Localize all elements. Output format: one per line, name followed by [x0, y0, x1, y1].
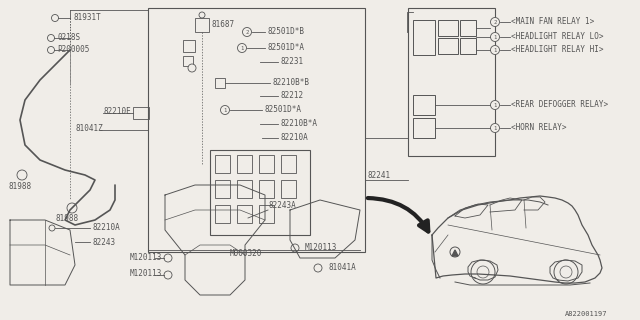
Bar — [259, 205, 274, 223]
Bar — [210, 150, 310, 235]
Bar — [148, 8, 365, 252]
Circle shape — [490, 124, 499, 132]
Text: M000320: M000320 — [230, 250, 262, 259]
Text: A822001197: A822001197 — [565, 311, 607, 317]
Bar — [183, 40, 195, 52]
Circle shape — [49, 225, 55, 231]
Circle shape — [450, 247, 460, 257]
Text: <HEADLIGHT RELAY HI>: <HEADLIGHT RELAY HI> — [511, 44, 604, 53]
Circle shape — [17, 170, 27, 180]
Text: 2: 2 — [245, 29, 248, 35]
Circle shape — [554, 260, 578, 284]
Text: 82212: 82212 — [280, 91, 303, 100]
Bar — [460, 20, 476, 36]
Bar — [237, 180, 252, 198]
Bar — [408, 8, 495, 156]
Text: 82501D*B: 82501D*B — [267, 27, 304, 36]
Circle shape — [314, 264, 322, 272]
Text: 81988: 81988 — [55, 213, 78, 222]
Text: 82243: 82243 — [92, 237, 115, 246]
Bar — [237, 205, 252, 223]
Text: 82210E: 82210E — [103, 107, 131, 116]
Circle shape — [47, 35, 54, 42]
Text: 82501D*A: 82501D*A — [264, 105, 301, 114]
Bar — [281, 155, 296, 173]
Text: 82210A: 82210A — [92, 222, 120, 231]
Bar — [133, 107, 149, 119]
Text: 81931T: 81931T — [73, 12, 100, 21]
Circle shape — [477, 266, 489, 278]
Text: 1: 1 — [223, 108, 227, 113]
Text: 1: 1 — [493, 35, 497, 39]
Circle shape — [471, 260, 495, 284]
Text: 82210B*B: 82210B*B — [272, 77, 309, 86]
Text: 81988: 81988 — [8, 181, 31, 190]
Text: 1: 1 — [241, 45, 244, 51]
Text: <MAIN FAN RELAY 1>: <MAIN FAN RELAY 1> — [511, 17, 595, 26]
Text: 82241: 82241 — [367, 171, 390, 180]
Text: P200005: P200005 — [57, 44, 90, 53]
Bar — [281, 180, 296, 198]
Bar — [215, 155, 230, 173]
Bar — [460, 38, 476, 54]
Text: 81041A: 81041A — [328, 262, 356, 271]
Bar — [413, 95, 435, 115]
Bar — [259, 155, 274, 173]
Text: 82210A: 82210A — [280, 132, 308, 141]
Bar — [259, 180, 274, 198]
Text: 81041Z: 81041Z — [75, 124, 103, 132]
Text: 82210B*A: 82210B*A — [280, 118, 317, 127]
Circle shape — [67, 203, 77, 213]
Text: <HORN RELAY>: <HORN RELAY> — [511, 123, 566, 132]
Text: 81687: 81687 — [211, 20, 234, 28]
Text: <REAR DEFOGGER RELAY>: <REAR DEFOGGER RELAY> — [511, 100, 608, 108]
Bar — [195, 18, 209, 32]
Circle shape — [490, 45, 499, 54]
Bar — [438, 38, 458, 54]
Text: 82501D*A: 82501D*A — [267, 43, 304, 52]
Polygon shape — [452, 250, 458, 256]
Text: 82231: 82231 — [280, 57, 303, 66]
Circle shape — [221, 106, 230, 115]
Text: 1: 1 — [493, 125, 497, 131]
Bar — [413, 118, 435, 138]
Bar — [438, 20, 458, 36]
Circle shape — [291, 244, 299, 252]
Text: 82243A: 82243A — [268, 201, 296, 210]
Circle shape — [47, 46, 54, 53]
Text: 1: 1 — [493, 47, 497, 52]
Circle shape — [188, 64, 196, 72]
Text: 1: 1 — [493, 102, 497, 108]
Text: M120113: M120113 — [305, 243, 337, 252]
Text: M120113: M120113 — [130, 269, 163, 278]
Circle shape — [490, 18, 499, 27]
Circle shape — [243, 28, 252, 36]
Circle shape — [164, 271, 172, 279]
Circle shape — [199, 12, 205, 18]
Bar — [413, 20, 435, 55]
Circle shape — [490, 33, 499, 42]
Bar — [215, 78, 225, 88]
Text: 0218S: 0218S — [57, 33, 80, 42]
Circle shape — [164, 254, 172, 262]
Circle shape — [560, 266, 572, 278]
Text: <HEADLIGHT RELAY LO>: <HEADLIGHT RELAY LO> — [511, 31, 604, 41]
Bar — [215, 205, 230, 223]
Bar — [237, 155, 252, 173]
Text: 2: 2 — [493, 20, 497, 25]
Text: M120113: M120113 — [130, 252, 163, 261]
Bar — [183, 56, 193, 66]
Bar — [215, 180, 230, 198]
Circle shape — [490, 100, 499, 109]
Circle shape — [237, 44, 246, 52]
Circle shape — [51, 14, 58, 21]
